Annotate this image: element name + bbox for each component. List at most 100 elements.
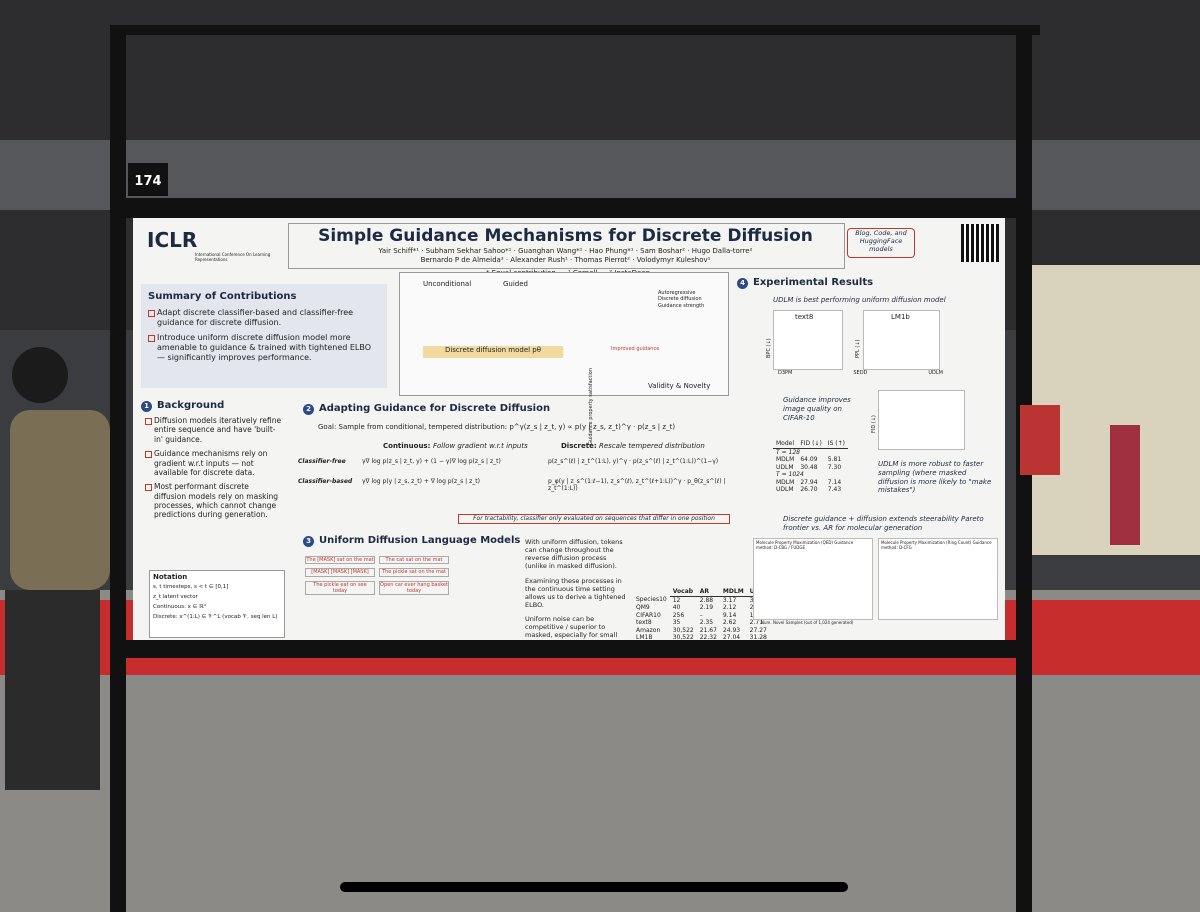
table-cell: LM1B <box>636 634 653 640</box>
summary-box <box>141 284 387 388</box>
udlm-paragraph: With uniform diffusion, tokens can chang… <box>525 538 623 571</box>
person <box>10 410 110 590</box>
diagram-text: The [MASK] sat on the mat <box>305 556 375 565</box>
table-cell: 27.94 <box>800 478 818 486</box>
model-label: UDLM <box>928 370 943 376</box>
qr-code <box>961 224 999 262</box>
plot-x: Num. Novel Samples (out of 1,024 generat… <box>761 620 854 625</box>
table-cell: – <box>699 611 703 619</box>
result-text: UDLM is best performing uniform diffusio… <box>773 296 946 304</box>
links: Blog, Code, and HuggingFace models <box>847 228 915 258</box>
visitor <box>1020 405 1060 475</box>
fig-model: Discrete diffusion model pθ <box>423 346 563 358</box>
plot-title: text8 <box>795 313 814 321</box>
notation-line: Discrete: x^(1:L) ∈ 𝒱^L (vocab 𝒱, seq le… <box>153 613 278 620</box>
row-name: Classifier-free <box>298 458 346 465</box>
plot <box>878 538 998 620</box>
summary-item: Adapt discrete classifier-based and clas… <box>148 308 380 328</box>
frame-bar <box>126 198 1016 218</box>
table-cell: Species10 <box>636 596 667 604</box>
booth-sign <box>128 163 168 196</box>
table-cell: 21.67 <box>699 626 717 634</box>
table-row: MDLM 64.09 5.81 <box>773 456 848 464</box>
plot <box>773 310 843 370</box>
udlm-paragraph: Uniform noise can be competitive / super… <box>525 615 618 640</box>
plot-title: Molecule Property Maximization (Ring Cou… <box>881 540 992 550</box>
background-item: Most performant discrete diffusion model… <box>145 482 283 520</box>
background-list: Diffusion models iteratively refine enti… <box>145 416 283 525</box>
table-header-cell: FID (↓) <box>797 440 825 449</box>
col-heading: Discrete: <box>561 442 597 450</box>
udlm-paragraph: Examining these processes in the continu… <box>525 576 626 609</box>
udlm-text: With uniform diffusion, tokens can chang… <box>525 538 745 640</box>
table-header-cell: IS (↑) <box>824 440 848 449</box>
table-cell: text8 <box>636 619 652 626</box>
table-cell: 30,522 <box>672 634 694 640</box>
row-continuous: γ∇ log p(y | z_s, z_t) + ∇ log p(z_s | z… <box>362 477 480 485</box>
col-note: Follow gradient w.r.t inputs <box>433 442 528 450</box>
plot <box>863 310 940 370</box>
summary-list: Adapt discrete classifier-based and clas… <box>148 308 380 368</box>
plot-title: Molecule Property Maximization (QED) Gui… <box>756 540 854 550</box>
notation-line: s, t timesteps, s < t ∈ [0,1] <box>153 584 229 590</box>
table-row: MDLM 27.94 7.14 <box>773 479 848 487</box>
table-cell: 31.28 <box>749 634 767 640</box>
plot <box>878 390 965 450</box>
table-cell: 24.93 <box>722 626 741 634</box>
title: Simple Guidance Mechanisms for Discrete … <box>318 226 813 246</box>
booth-number: 174 <box>134 174 161 189</box>
legend-entry: Discrete diffusion <box>658 296 702 303</box>
diagram-text: The cat sat on the mat <box>379 556 449 565</box>
frame-bar <box>126 640 1016 658</box>
fig-arrow: Improved guidance <box>611 346 660 352</box>
table-header-cell: Model <box>773 440 798 449</box>
table-row: UDLM 30.48 7.30 <box>773 464 848 472</box>
fig-label: Unconditional <box>423 280 472 288</box>
table-cell: MDLM <box>776 456 795 463</box>
fig-legend: Autoregressive Discrete diffusion Guidance… <box>658 290 704 309</box>
table-row: Amazon 30,522 21.67 24.93 27.27 <box>633 627 772 635</box>
fig-label: Guided <box>503 280 528 288</box>
guidance-row: Classifier-based γ∇ log p(y | z_s, z_t) +… <box>298 478 728 493</box>
row-continuous: γ∇ log p(z_s | z_t, y) + (1 − γ)∇ log p(… <box>362 458 501 465</box>
frame-left <box>110 25 126 912</box>
guidance-row: Classifier-free γ∇ log p(z_s | z_t, y) + … <box>298 458 728 466</box>
frame-top <box>110 25 1040 35</box>
home-indicator <box>340 882 848 892</box>
table-cell: CIFAR10 <box>636 611 661 619</box>
table-cell: 27.27 <box>749 626 767 634</box>
table-cell: MDLM <box>776 478 795 486</box>
plot <box>753 538 873 620</box>
table-header-cell: MDLM <box>719 588 747 597</box>
goal: Goal: Sample from conditional, tempered … <box>318 423 676 431</box>
udlm-table: VocabARMDLMUDLMSpecies10122.883.173.15QM… <box>633 588 773 640</box>
table-cell: 2.35 <box>699 619 714 626</box>
title-box <box>288 223 845 269</box>
visitor <box>1110 425 1140 545</box>
table-cell: 2.19 <box>699 604 714 611</box>
logo-name: ICLR <box>147 228 198 252</box>
notation-line: z_t latent vector <box>153 593 198 600</box>
table-header-cell: Vocab <box>669 588 697 597</box>
person-legs <box>5 590 100 790</box>
plot-y: FID (↓) <box>871 415 877 433</box>
table-cell: 7.30 <box>827 463 842 471</box>
section-heading: Experimental Results <box>753 277 874 288</box>
result-text: Guidance improves image quality on CIFAR… <box>783 396 851 422</box>
section-number: 3 <box>303 536 314 547</box>
table-cell: 22.32 <box>699 634 717 640</box>
model-label: SEDD <box>853 370 868 376</box>
background-item: Guidance mechanisms rely on gradient w.r… <box>145 449 283 477</box>
result-text: UDLM is more robust to faster sampling (… <box>878 460 992 495</box>
legend-entry: Autoregressive <box>658 290 696 296</box>
section-heading: Background <box>157 400 225 411</box>
section-heading: Adapting Guidance for Discrete Diffusion <box>319 403 551 414</box>
background-item: Diffusion models iteratively refine enti… <box>145 416 283 444</box>
col-note: Rescale tempered distribution <box>599 442 705 450</box>
table-cell: 12 <box>672 596 681 604</box>
plot-y: PPL (↓) <box>855 339 861 359</box>
note: For tractability, classifier only evalua… <box>458 514 730 524</box>
